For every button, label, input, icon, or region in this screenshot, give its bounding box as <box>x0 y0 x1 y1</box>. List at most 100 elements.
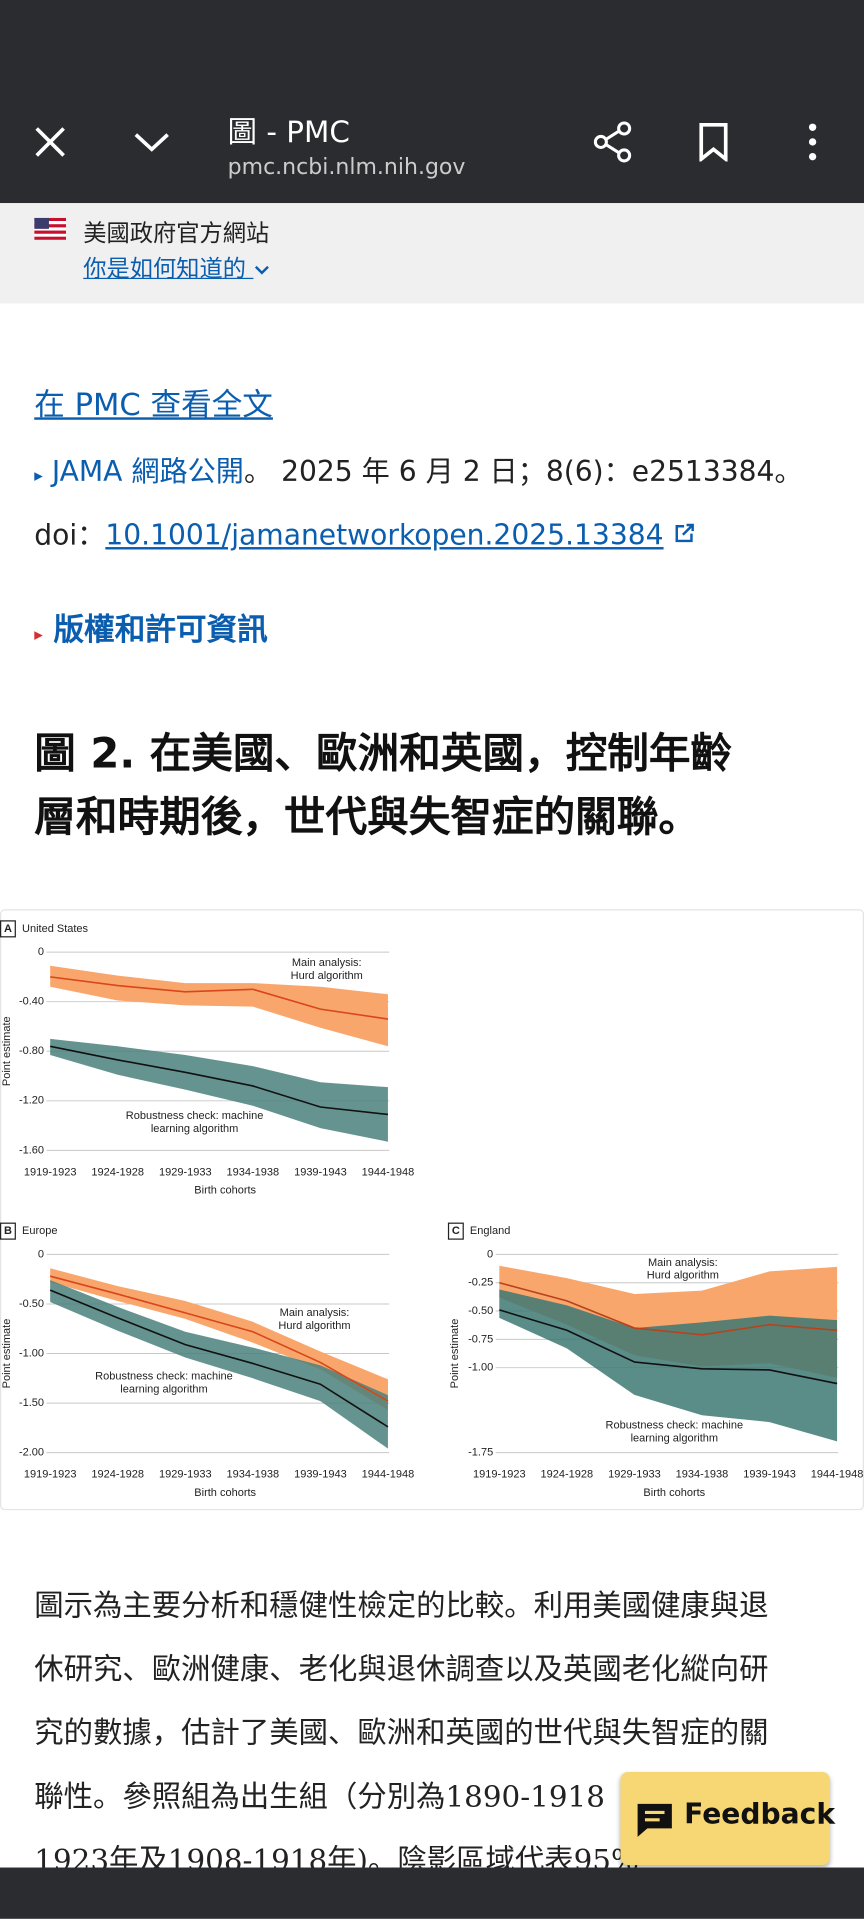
series-annotation: learning algorithm <box>631 1432 718 1444</box>
series-line <box>49 1275 389 1402</box>
series-annotation: Main analysis: <box>292 957 362 969</box>
figure-frame <box>0 909 864 1511</box>
series-line <box>50 976 389 1020</box>
series-annotation: Hurd algorithm <box>291 970 363 982</box>
expand-button[interactable] <box>132 130 171 154</box>
banner-link[interactable]: 你是如何知道的 <box>83 251 270 284</box>
page-url: pmc.ncbi.nlm.nih.gov <box>227 154 466 180</box>
confidence-band <box>50 1268 388 1411</box>
y-tick-label: -1.20 <box>19 1095 44 1107</box>
y-tick-label: -0.50 <box>19 1298 44 1310</box>
figure-title: 圖 2. 在美國、歐洲和英國，控制年齡 層和時期後，世代與失智症的關聯。 <box>34 722 732 849</box>
y-tick-label: -0.25 <box>468 1277 493 1289</box>
y-tick-label: -1.00 <box>468 1362 493 1374</box>
bookmark-button[interactable] <box>698 122 730 162</box>
rights-text[interactable]: 版權和許可資訊 <box>53 611 268 648</box>
feedback-icon <box>637 1803 672 1837</box>
caption-line: 聯性。參照組為出生組（分別為1890-1918 <box>34 1779 605 1814</box>
doi-line: doi：10.1001/jamanetworkopen.2025.13384 <box>34 512 694 554</box>
x-tick-label: 1939-1943 <box>294 1469 347 1481</box>
series-annotation: Main analysis: <box>648 1257 718 1269</box>
panel-letter-box <box>0 920 16 938</box>
journal-link[interactable]: JAMA 網路公開 <box>51 456 244 489</box>
rights-toggle[interactable]: ▸ 版權和許可資訊 <box>34 611 268 648</box>
y-tick-label: -2.00 <box>19 1447 44 1459</box>
x-tick-label: 1929-1933 <box>159 1469 212 1481</box>
chevron <box>254 265 269 275</box>
series-annotation: Hurd algorithm <box>278 1320 350 1332</box>
feedback-button[interactable]: Feedback <box>620 1772 835 1866</box>
caption-line: 究的數據，估計了美國、歐洲和英國的世代與失智症的關 <box>34 1715 769 1751</box>
panel-letter-box <box>0 1222 16 1240</box>
gov-banner: 美國政府官方網站 你是如何知道的 <box>0 203 864 304</box>
page-title: 圖 - PMC <box>227 115 350 150</box>
x-axis-label: Birth cohorts <box>194 1487 256 1499</box>
y-tick-label: -1.50 <box>19 1397 44 1409</box>
full-text-link[interactable]: 在 PMC 查看全文 <box>34 386 273 423</box>
series-annotation: Robustness check: machine <box>126 1110 264 1122</box>
menu-button[interactable] <box>805 122 820 161</box>
x-tick-label: 1924-1928 <box>541 1469 594 1481</box>
series-line <box>499 1309 838 1385</box>
y-axis-label: Point estimate <box>449 1319 461 1389</box>
series-annotation: Main analysis: <box>280 1307 350 1319</box>
x-tick-label: 1939-1943 <box>294 1166 347 1178</box>
y-tick-label: -0.75 <box>468 1333 493 1345</box>
x-tick-label: 1944-1948 <box>362 1166 415 1178</box>
x-tick-label: 1934-1938 <box>227 1166 280 1178</box>
figure-title-line: 層和時期後，世代與失智症的關聯。 <box>34 793 701 842</box>
panel-letter: C <box>452 1225 460 1237</box>
series-line <box>49 1289 389 1428</box>
confidence-band <box>50 1280 388 1449</box>
x-axis-label: Birth cohorts <box>643 1487 705 1499</box>
series-annotation: Hurd algorithm <box>647 1270 719 1282</box>
x-tick-label: 1929-1933 <box>159 1166 212 1178</box>
external-icon <box>674 523 694 543</box>
x-tick-label: 1929-1933 <box>608 1469 661 1481</box>
doi-label: doi： <box>34 520 106 552</box>
x-tick-label: 1919-1923 <box>24 1469 77 1481</box>
y-tick-label: -1.00 <box>19 1347 44 1359</box>
x-axis-label: Birth cohorts <box>194 1185 256 1197</box>
navigation-bar <box>0 1867 864 1919</box>
share-button[interactable] <box>592 121 634 163</box>
panel-letter-box <box>447 1222 464 1240</box>
y-tick-label: 0 <box>487 1248 493 1260</box>
y-tick-label: -0.80 <box>19 1045 44 1057</box>
browser-toolbar: 圖 - PMC pmc.ncbi.nlm.nih.gov <box>0 0 864 204</box>
x-tick-label: 1944-1948 <box>811 1469 864 1481</box>
x-tick-label: 1934-1938 <box>227 1469 280 1481</box>
series-annotation: learning algorithm <box>151 1123 238 1135</box>
x-tick-label: 1934-1938 <box>676 1469 729 1481</box>
y-tick-label: -0.50 <box>468 1305 493 1317</box>
panel-title: United States <box>22 923 89 935</box>
banner-text: 美國政府官方網站 <box>83 220 270 248</box>
y-tick-label: -1.60 <box>19 1144 44 1156</box>
caption-line: 休研究、歐洲健康、老化與退休調查以及英國老化縱向研 <box>34 1652 769 1687</box>
confidence-band <box>50 1038 388 1142</box>
series-annotation: learning algorithm <box>120 1384 207 1396</box>
citation: ▸ JAMA 網路公開。 2025 年 6 月 2 日；8(6)：e251338… <box>34 456 803 489</box>
series-annotation: Robustness check: machine <box>95 1371 233 1383</box>
banner-link-text[interactable]: 你是如何知道的 <box>83 255 247 283</box>
series-line <box>50 1045 389 1116</box>
panel-letter: A <box>4 923 12 935</box>
figure-title-line: 圖 2. 在美國、歐洲和英國，控制年齡 <box>34 729 733 779</box>
y-tick-label: -0.40 <box>19 996 44 1008</box>
y-axis-label: Point estimate <box>1 1319 13 1389</box>
x-tick-label: 1919-1923 <box>24 1166 77 1178</box>
doi-link[interactable]: 10.1001/jamanetworkopen.2025.13384 <box>105 520 664 552</box>
x-tick-label: 1924-1928 <box>91 1166 144 1178</box>
y-axis-label: Point estimate <box>1 1016 13 1086</box>
y-tick-label: -1.75 <box>468 1447 493 1459</box>
feedback-text[interactable]: Feedback <box>684 1798 836 1831</box>
x-tick-label: 1919-1923 <box>473 1469 526 1481</box>
series-annotation: Robustness check: machine <box>606 1420 744 1432</box>
close-button[interactable] <box>34 126 66 158</box>
series-line <box>499 1281 838 1336</box>
x-tick-label: 1924-1928 <box>91 1469 144 1481</box>
